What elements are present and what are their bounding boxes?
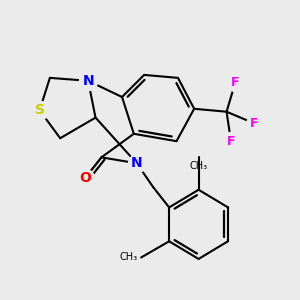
Text: S: S (34, 103, 45, 117)
Text: F: F (250, 117, 259, 130)
Text: F: F (231, 76, 240, 89)
Text: F: F (227, 135, 235, 148)
Text: O: O (79, 171, 91, 185)
Text: CH₃: CH₃ (190, 161, 208, 171)
Text: N: N (131, 156, 142, 170)
Text: CH₃: CH₃ (119, 253, 138, 262)
Text: N: N (82, 74, 94, 88)
